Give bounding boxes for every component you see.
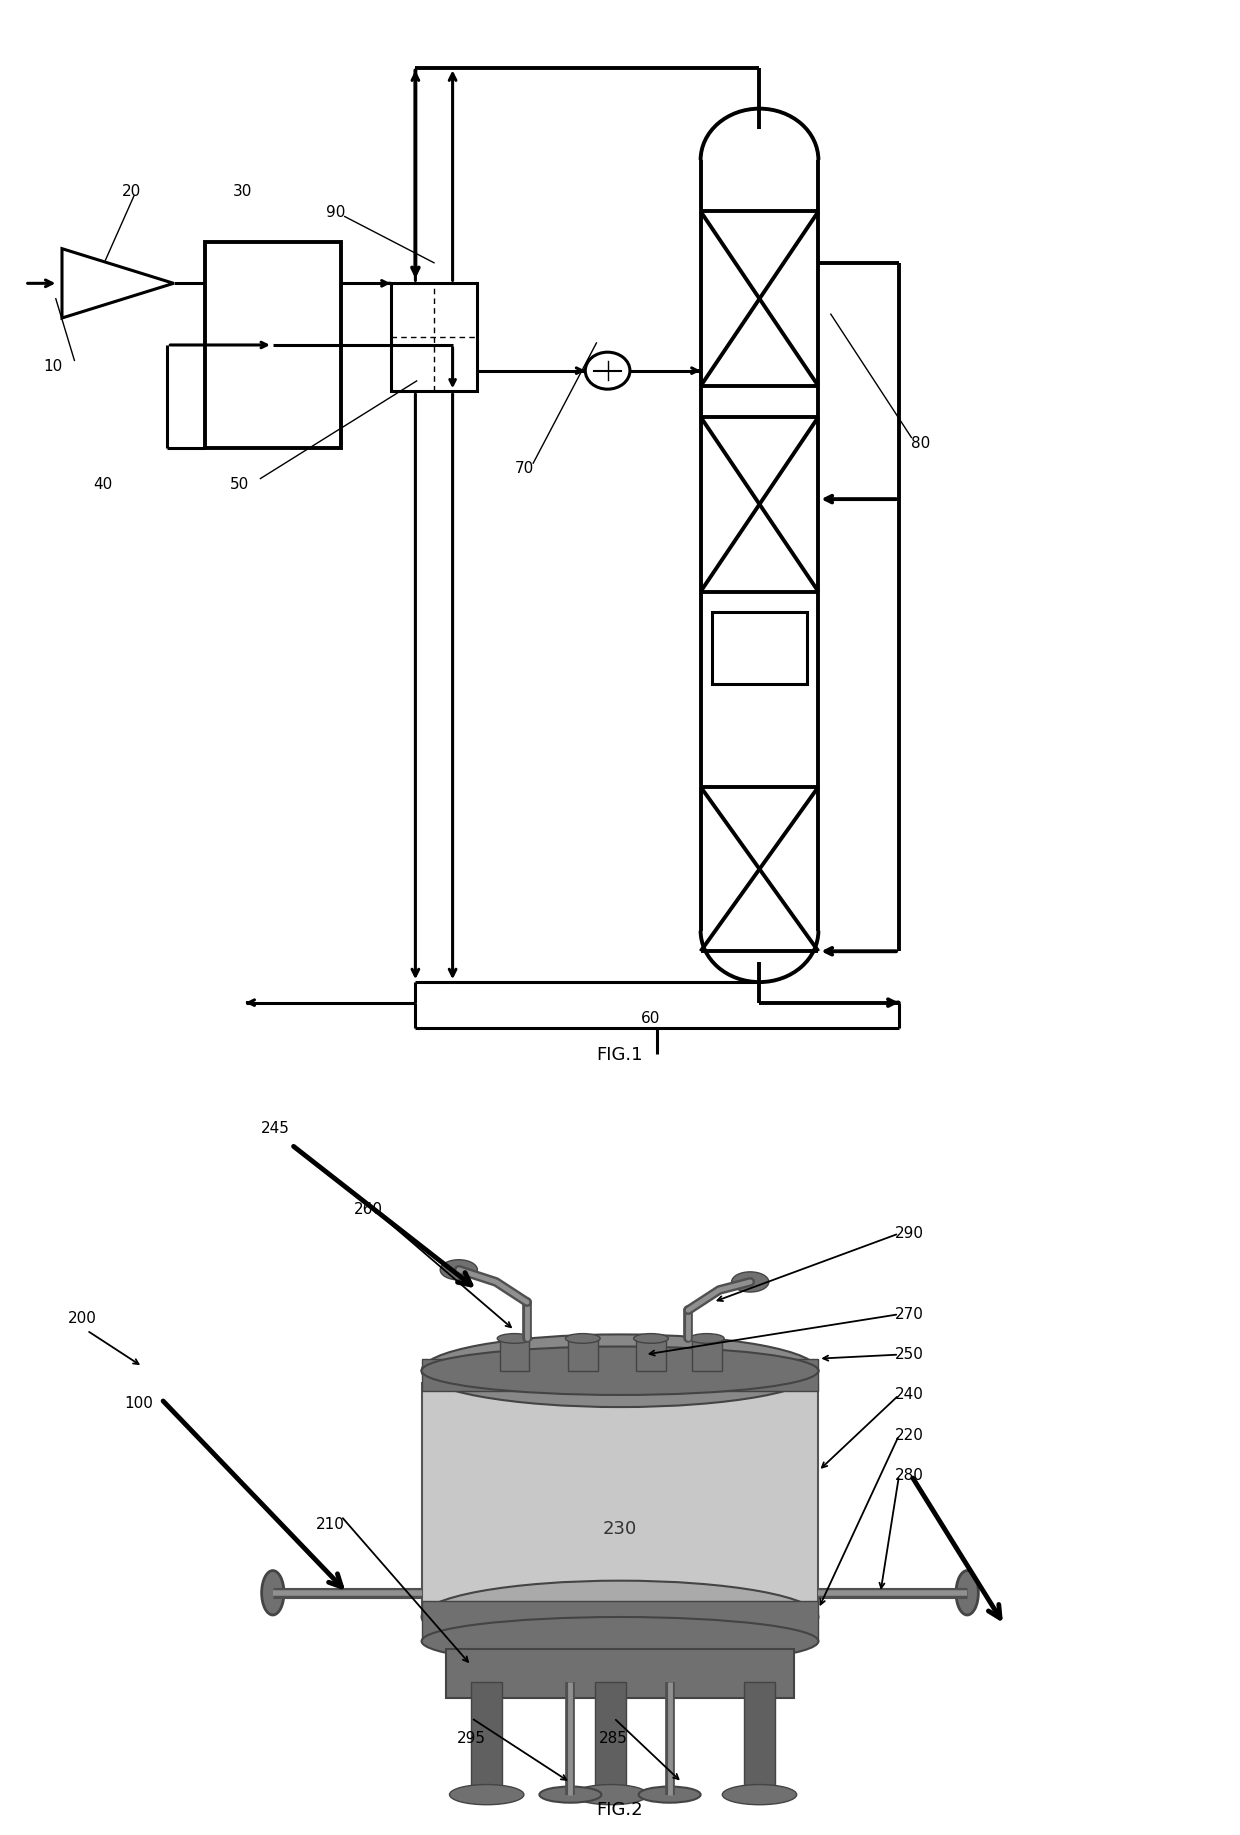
Text: 290: 290 [895, 1226, 924, 1240]
Text: 200: 200 [68, 1310, 97, 1325]
Bar [595, 1681, 626, 1795]
Bar [422, 1600, 818, 1640]
Text: 100: 100 [124, 1396, 153, 1411]
Bar [636, 1338, 666, 1371]
Text: 245: 245 [260, 1121, 289, 1136]
Ellipse shape [497, 1334, 532, 1343]
Text: 60: 60 [641, 1011, 661, 1026]
Text: FIG.1: FIG.1 [596, 1046, 644, 1064]
Ellipse shape [956, 1571, 978, 1615]
Text: 285: 285 [599, 1730, 629, 1745]
Text: 80: 80 [911, 435, 931, 451]
Bar [744, 1681, 775, 1795]
Text: 250: 250 [895, 1347, 924, 1362]
Ellipse shape [539, 1787, 601, 1802]
Bar [422, 1384, 818, 1617]
Bar [692, 1338, 722, 1371]
Bar [391, 283, 477, 391]
Bar [712, 613, 806, 684]
Text: 20: 20 [122, 184, 141, 198]
Text: 240: 240 [895, 1387, 924, 1402]
Text: 210: 210 [316, 1518, 345, 1532]
Text: 230: 230 [603, 1519, 637, 1538]
Ellipse shape [732, 1272, 769, 1292]
Ellipse shape [573, 1784, 649, 1806]
Text: 40: 40 [93, 477, 113, 492]
Ellipse shape [422, 1617, 818, 1666]
Ellipse shape [440, 1261, 477, 1281]
Text: 30: 30 [233, 184, 253, 198]
Ellipse shape [449, 1784, 523, 1806]
Ellipse shape [422, 1580, 818, 1653]
Ellipse shape [689, 1334, 724, 1343]
Text: FIG.2: FIG.2 [596, 1800, 644, 1818]
Text: 50: 50 [229, 477, 249, 492]
Bar [500, 1338, 529, 1371]
Text: 70: 70 [515, 461, 534, 477]
Circle shape [585, 352, 630, 389]
Text: 10: 10 [43, 358, 63, 374]
Ellipse shape [422, 1347, 818, 1395]
Polygon shape [62, 250, 174, 317]
Text: 260: 260 [353, 1202, 382, 1217]
Bar [446, 1650, 794, 1697]
Ellipse shape [722, 1784, 797, 1806]
Bar [568, 1338, 598, 1371]
Text: 90: 90 [326, 204, 346, 220]
Text: 220: 220 [895, 1428, 924, 1442]
Ellipse shape [422, 1334, 818, 1407]
Text: 295: 295 [456, 1730, 486, 1745]
Ellipse shape [634, 1334, 668, 1343]
Text: 280: 280 [895, 1468, 924, 1483]
Bar [205, 242, 341, 448]
Bar [471, 1681, 502, 1795]
Ellipse shape [565, 1334, 600, 1343]
Text: 270: 270 [895, 1307, 924, 1321]
Bar [422, 1358, 818, 1391]
Ellipse shape [639, 1787, 701, 1802]
Ellipse shape [262, 1571, 284, 1615]
